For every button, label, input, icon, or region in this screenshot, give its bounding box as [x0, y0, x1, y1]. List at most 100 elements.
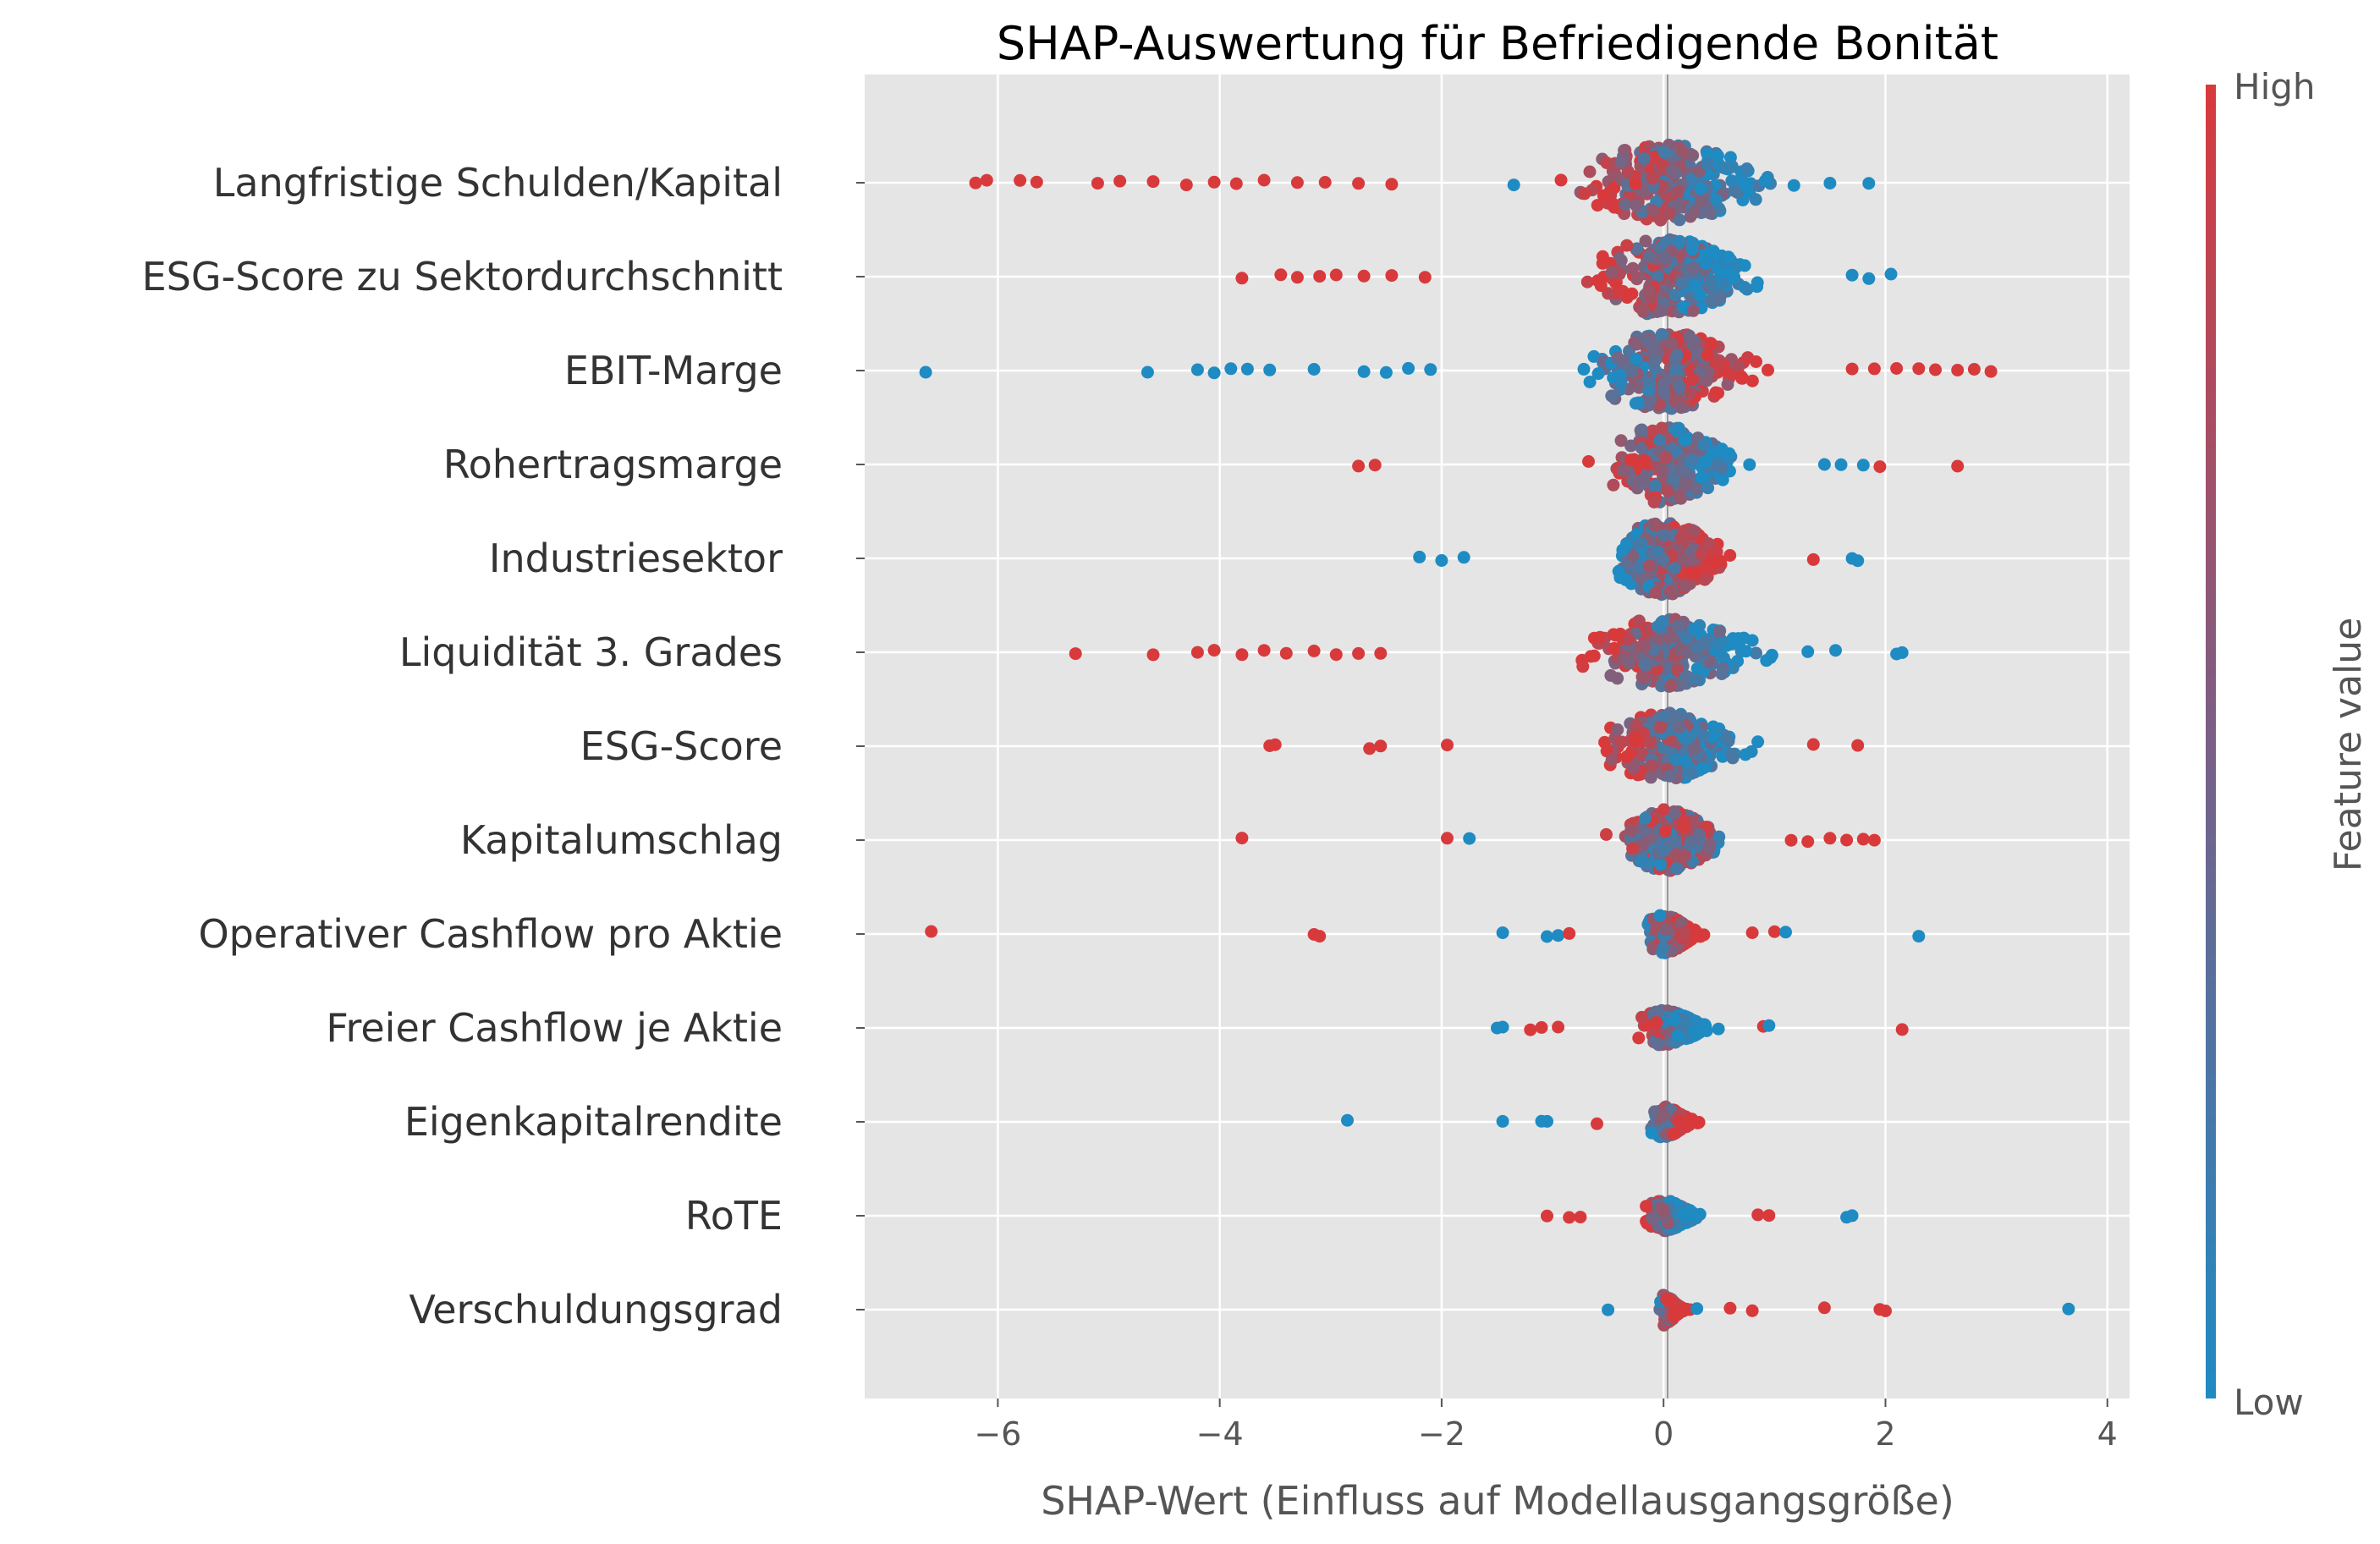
shap-point	[1229, 177, 1243, 190]
shap-point	[1873, 460, 1887, 474]
shap-point	[1690, 1014, 1703, 1028]
shap-point	[1146, 175, 1160, 189]
shap-point	[1541, 930, 1553, 943]
shap-point	[1758, 174, 1772, 188]
shap-point	[1424, 363, 1437, 376]
shap-point	[1640, 1200, 1653, 1213]
shap-point	[1635, 1010, 1648, 1024]
shap-point	[1690, 482, 1703, 496]
shap-point	[1884, 267, 1898, 281]
shap-point	[1649, 353, 1663, 366]
shap-point	[1635, 423, 1648, 437]
shap-point	[1895, 1023, 1909, 1036]
shap-point	[1760, 654, 1773, 668]
shap-point	[1611, 672, 1624, 685]
shap-point	[1712, 625, 1726, 639]
shap-point	[1699, 257, 1712, 271]
shap-point	[1862, 272, 1876, 285]
feature-label: Liquidität 3. Grades	[399, 629, 783, 675]
shap-point	[1146, 648, 1160, 662]
shap-point	[1862, 177, 1876, 190]
shap-point	[1290, 271, 1304, 284]
shap-point	[1767, 925, 1781, 938]
shap-point	[1676, 553, 1690, 567]
shap-point	[1624, 453, 1637, 467]
shap-point	[1856, 459, 1870, 472]
shap-point	[1750, 355, 1762, 368]
shap-point	[1635, 536, 1648, 550]
shap-point	[1655, 679, 1668, 693]
shap-point	[1257, 173, 1271, 187]
shap-point	[1658, 923, 1672, 937]
shap-point	[1829, 644, 1842, 657]
feature-label: Kapitalumschlag	[460, 817, 783, 863]
shap-point	[1069, 647, 1082, 661]
shap-point	[1441, 832, 1454, 845]
shap-point	[1696, 761, 1709, 775]
shap-point	[1673, 721, 1686, 734]
feature-label: Verschuldungsgrad	[409, 1287, 783, 1332]
shap-point	[1190, 363, 1204, 376]
shap-point	[1646, 172, 1659, 185]
shap-point	[1694, 182, 1707, 195]
shap-point	[1667, 1127, 1680, 1140]
shap-point	[1413, 550, 1426, 563]
shap-point	[1703, 294, 1717, 308]
shap-point	[1600, 827, 1613, 841]
shap-point	[1688, 742, 1701, 756]
shap-point	[1867, 362, 1881, 376]
shap-point	[1856, 832, 1870, 846]
shap-point	[1670, 664, 1684, 678]
shap-point	[1207, 175, 1221, 189]
shap-point	[1732, 632, 1745, 646]
shap-point	[1697, 928, 1711, 942]
shap-point	[1705, 337, 1718, 350]
shap-point	[1608, 641, 1621, 655]
shap-point	[1745, 1304, 1759, 1317]
shap-point	[1091, 177, 1104, 190]
shap-point	[1823, 832, 1837, 845]
shap-point	[1263, 363, 1277, 376]
feature-row-points	[919, 327, 1998, 415]
shap-point	[1563, 926, 1576, 940]
shap-point	[1587, 631, 1601, 645]
shap-point	[1715, 462, 1729, 475]
shap-point	[1638, 672, 1652, 685]
shap-point	[1602, 1303, 1615, 1316]
shap-point	[1715, 668, 1729, 680]
shap-point	[1703, 656, 1717, 668]
shap-point	[1614, 156, 1628, 169]
colorbar-high-label: High	[2234, 66, 2316, 107]
shap-point	[1235, 648, 1249, 662]
shap-point	[1703, 206, 1717, 220]
shap-point	[1851, 554, 1865, 568]
shap-point	[1663, 442, 1677, 455]
shap-point	[1673, 380, 1686, 393]
shap-point	[1648, 479, 1662, 492]
shap-point	[1655, 421, 1668, 435]
shap-point	[1690, 662, 1704, 675]
shap-point	[1636, 305, 1650, 318]
shap-point	[1626, 549, 1640, 563]
shap-point	[1651, 1037, 1664, 1051]
shap-point	[1705, 278, 1718, 292]
shap-point	[1673, 213, 1686, 227]
shap-point	[1626, 842, 1640, 855]
shap-point	[1668, 806, 1681, 820]
shap-point	[1653, 909, 1667, 922]
shap-point	[1642, 250, 1656, 263]
shap-point	[1496, 1114, 1509, 1128]
shap-point	[1654, 213, 1668, 227]
shap-point	[1629, 734, 1641, 748]
feature-row-points	[969, 138, 1876, 227]
shap-point	[1594, 279, 1608, 293]
shap-point	[1274, 268, 1288, 282]
shap-point	[1670, 862, 1684, 876]
feature-label: Freier Cashflow je Aktie	[326, 1005, 783, 1051]
shap-point	[1845, 362, 1859, 376]
shap-point	[1675, 145, 1689, 158]
feature-row-points	[1352, 421, 1965, 508]
feature-row-points	[1235, 803, 1881, 877]
shap-point	[1624, 824, 1638, 838]
